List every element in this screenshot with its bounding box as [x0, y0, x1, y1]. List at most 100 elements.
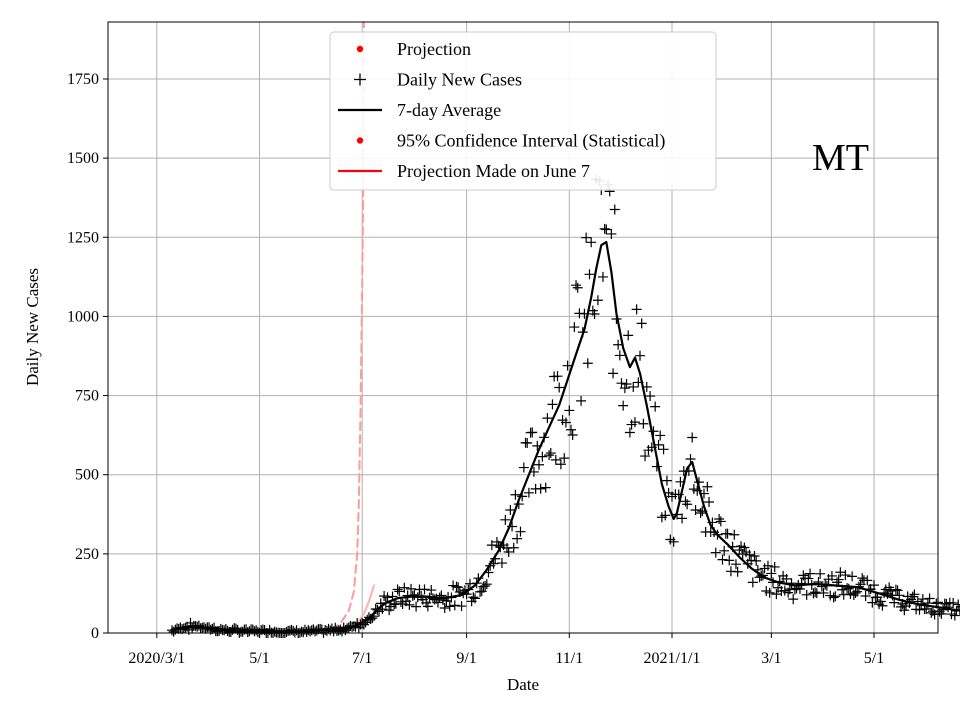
daily-case-point [422, 601, 433, 612]
daily-case-point [635, 350, 646, 361]
daily-case-point [852, 586, 863, 597]
daily-case-point [439, 602, 450, 613]
daily-case-point [614, 350, 625, 361]
daily-case-point [660, 510, 671, 521]
daily-case-point [513, 499, 524, 510]
daily-case-point [436, 590, 447, 601]
daily-case-point [762, 560, 773, 571]
daily-case-point [843, 583, 854, 594]
daily-case-point [399, 582, 410, 593]
daily-case-point [544, 450, 555, 461]
daily-case-point [719, 545, 730, 556]
daily-case-point [456, 601, 467, 612]
daily-case-point [751, 555, 762, 566]
daily-case-point [646, 442, 657, 453]
daily-case-point [470, 593, 481, 604]
daily-case-point [500, 514, 511, 525]
daily-case-point [727, 541, 738, 552]
region-label: MT [812, 137, 869, 179]
daily-case-point [835, 567, 846, 578]
daily-case-point [518, 462, 529, 473]
daily-case-point [949, 610, 960, 621]
daily-case-point [781, 573, 792, 584]
daily-case-point [369, 611, 380, 622]
daily-case-point [505, 504, 516, 515]
y-tick-label: 1250 [67, 229, 99, 246]
x-tick-label: 7/1 [352, 650, 372, 667]
daily-case-point [847, 571, 858, 582]
daily-case-point [382, 592, 393, 603]
daily-case-point [702, 481, 713, 492]
daily-case-point [560, 417, 571, 428]
daily-case-point [645, 391, 656, 402]
daily-case-point [589, 308, 600, 319]
daily-case-point [840, 570, 851, 581]
daily-case-point [651, 461, 662, 472]
daily-case-point [582, 358, 593, 369]
daily-case-point [922, 598, 933, 609]
daily-case-point [890, 584, 901, 595]
daily-case-point [771, 589, 782, 600]
daily-case-point [537, 451, 548, 462]
y-tick-label: 750 [75, 388, 99, 405]
daily-case-point [567, 430, 578, 441]
daily-case-point [690, 505, 701, 516]
daily-case-point [490, 553, 501, 564]
y-tick-label: 1750 [67, 71, 99, 88]
daily-case-point [672, 509, 683, 520]
daily-case-point [640, 451, 651, 462]
daily-case-point [692, 485, 703, 496]
daily-case-point [673, 489, 684, 500]
x-tick-label: 3/1 [761, 650, 781, 667]
legend-label: Projection [397, 39, 471, 59]
daily-case-point [599, 223, 610, 234]
daily-case-point [453, 582, 464, 593]
plot-frame [107, 21, 939, 634]
daily-case-point [522, 437, 533, 448]
daily-case-point [535, 483, 546, 494]
daily-case-point [404, 599, 415, 610]
daily-case-point [392, 584, 403, 595]
daily-case-point [496, 558, 507, 569]
daily-case-point [685, 453, 696, 464]
daily-case-point [826, 570, 837, 581]
daily-case-point [769, 561, 780, 572]
daily-case-point [592, 295, 603, 306]
legend-dot-marker [356, 137, 364, 144]
daily-case-point [730, 559, 741, 570]
daily-case-point [471, 578, 482, 589]
daily-case-point [559, 453, 570, 464]
daily-case-point [586, 237, 597, 248]
daily-case-point [906, 594, 917, 605]
daily-case-point [432, 597, 443, 608]
daily-case-point [837, 584, 848, 595]
x-tick-label: 5/1 [249, 650, 269, 667]
x-tick-label: 2020/3/1 [128, 650, 185, 667]
y-tick-label: 1500 [67, 150, 99, 167]
daily-case-point [828, 592, 839, 603]
daily-case-point [619, 383, 630, 394]
7-day-average-line [170, 240, 960, 633]
daily-case-point [550, 454, 561, 465]
daily-case-point [468, 592, 479, 603]
daily-case-point [571, 280, 582, 291]
daily-case-point [636, 318, 647, 329]
y-tick-label: 1000 [67, 308, 99, 325]
y-tick-label: 0 [91, 625, 99, 642]
daily-case-point [547, 399, 558, 410]
daily-case-point [648, 426, 659, 437]
daily-case-point [889, 597, 900, 608]
daily-case-point [515, 526, 526, 537]
daily-case-point [818, 587, 829, 598]
daily-case-point [539, 432, 550, 443]
daily-case-point [508, 542, 519, 553]
daily-case-point [597, 271, 608, 282]
daily-case-point [687, 432, 698, 443]
daily-case-point [611, 314, 622, 325]
daily-case-point [875, 596, 886, 607]
daily-case-point [857, 573, 868, 584]
daily-case-point [569, 322, 580, 333]
daily-case-point [774, 576, 785, 587]
daily-case-point [717, 554, 728, 565]
daily-case-point [739, 542, 750, 553]
